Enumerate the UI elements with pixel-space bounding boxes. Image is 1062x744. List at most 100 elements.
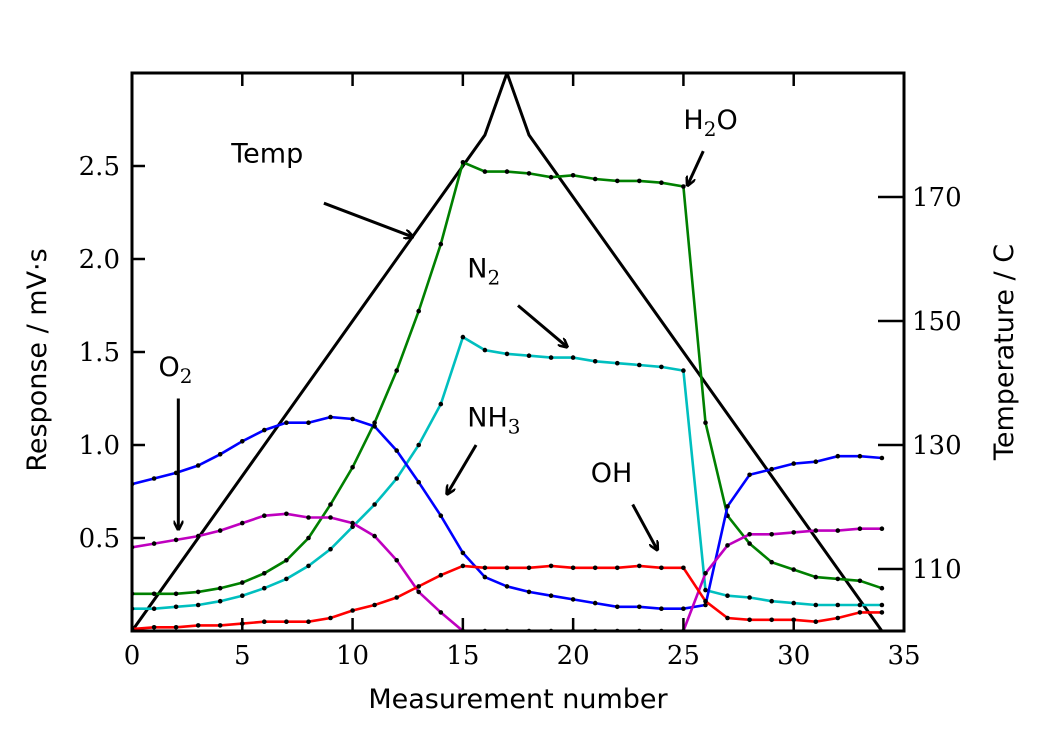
data-point-3-11: [372, 533, 377, 539]
data-point-2-5: [240, 439, 245, 444]
data-point-0-8: [306, 535, 311, 541]
data-point-0-18: [526, 171, 532, 176]
data-point-0-11: [372, 420, 377, 426]
data-point-1-32: [835, 602, 841, 608]
data-point-0-2: [173, 591, 179, 597]
data-point-2-16: [482, 574, 488, 580]
data-point-3-10: [350, 520, 355, 526]
data-point-1-8: [306, 563, 311, 569]
data-point-3-5: [240, 520, 245, 526]
data-point-4-13: [416, 584, 422, 589]
data-point-2-1: [151, 476, 157, 481]
data-point-2-33: [857, 453, 863, 459]
data-point-2-12: [394, 448, 400, 453]
data-point-1-14: [438, 401, 444, 407]
data-point-0-12: [394, 368, 400, 373]
plot-area: [132, 73, 885, 631]
data-point-2-14: [438, 513, 444, 518]
data-point-0-14: [438, 241, 444, 247]
data-point-2-4: [217, 452, 223, 457]
y2-tick-label-3: 170: [912, 183, 962, 213]
data-point-4-25: [681, 565, 686, 571]
data-point-1-27: [725, 593, 730, 598]
data-point-2-25: [681, 606, 686, 611]
x-tick-label-1: 5: [234, 641, 251, 671]
data-point-4-33: [857, 610, 863, 615]
x-tick-label-6: 30: [777, 641, 810, 671]
data-point-1-19: [548, 355, 554, 360]
data-point-0-29: [769, 559, 774, 565]
data-point-3-12: [394, 558, 400, 563]
y-tick-label-0: 0.5: [79, 524, 120, 554]
data-point-2-20: [570, 597, 576, 602]
data-point-3-34: [879, 526, 885, 531]
data-point-1-30: [791, 600, 796, 606]
data-point-3-4: [217, 528, 223, 533]
data-point-1-21: [592, 359, 598, 364]
data-point-2-3: [195, 463, 201, 468]
data-point-2-8: [306, 420, 311, 426]
data-point-2-22: [615, 604, 620, 610]
data-point-1-20: [570, 355, 576, 360]
data-point-4-16: [482, 565, 488, 571]
data-point-2-27: [725, 504, 730, 509]
data-point-1-10: [350, 524, 355, 530]
data-point-3-2: [173, 537, 179, 543]
data-point-0-24: [659, 180, 664, 185]
data-point-0-7: [284, 558, 289, 563]
data-point-4-4: [217, 623, 223, 628]
x-axis-title: Measurement number: [368, 684, 668, 715]
data-point-0-22: [615, 178, 620, 184]
data-point-1-9: [328, 546, 333, 552]
annotation-arrow-2: [517, 304, 567, 347]
temperature-line: [132, 73, 884, 631]
annotation-2: N2: [467, 254, 500, 290]
data-point-1-6: [262, 585, 267, 591]
data-point-3-9: [328, 515, 333, 520]
data-point-0-23: [637, 178, 642, 184]
data-point-1-18: [526, 353, 532, 359]
y2-tick-label-1: 130: [912, 431, 962, 461]
data-point-4-9: [328, 615, 333, 621]
data-point-0-32: [835, 576, 841, 582]
data-point-4-31: [813, 619, 819, 624]
data-point-1-23: [637, 362, 642, 368]
x-tick-label-7: 35: [887, 641, 920, 671]
annotation-arrow-5: [631, 503, 657, 550]
data-point-1-13: [416, 442, 422, 448]
data-point-0-28: [747, 541, 752, 546]
data-point-3-6: [262, 513, 267, 518]
data-point-4-21: [592, 565, 598, 571]
data-point-1-4: [217, 598, 223, 604]
data-point-4-32: [835, 615, 841, 621]
data-point-2-21: [592, 600, 598, 606]
data-point-2-28: [747, 472, 752, 478]
data-point-3-29: [769, 532, 774, 537]
series-line-2: [132, 415, 883, 611]
x-tick-label-2: 10: [336, 641, 369, 671]
y2-axis-title: Temperature / C: [989, 244, 1020, 461]
data-point-0-21: [592, 176, 598, 182]
annotation-arrow-4: [447, 444, 478, 493]
data-point-2-6: [262, 427, 267, 433]
data-point-3-1: [151, 541, 157, 546]
data-point-0-25: [681, 184, 686, 189]
data-point-3-32: [835, 528, 841, 533]
data-point-3-30: [791, 530, 796, 535]
data-point-1-5: [240, 593, 245, 598]
data-point-0-33: [857, 578, 863, 584]
y-tick-label-3: 2.0: [79, 245, 120, 275]
y2-tick-label-0: 110: [912, 555, 962, 585]
data-point-0-15: [460, 160, 466, 165]
data-point-1-25: [681, 368, 686, 373]
data-point-1-24: [659, 364, 664, 370]
data-point-0-20: [570, 173, 576, 178]
y-tick-label-4: 2.5: [79, 152, 120, 182]
data-point-4-18: [526, 565, 532, 571]
annotation-5: OH: [591, 458, 633, 489]
data-point-4-27: [725, 615, 730, 621]
series-line-0: [132, 160, 883, 596]
data-point-3-28: [747, 532, 752, 537]
data-point-1-33: [857, 602, 863, 608]
data-point-0-1: [151, 591, 157, 597]
